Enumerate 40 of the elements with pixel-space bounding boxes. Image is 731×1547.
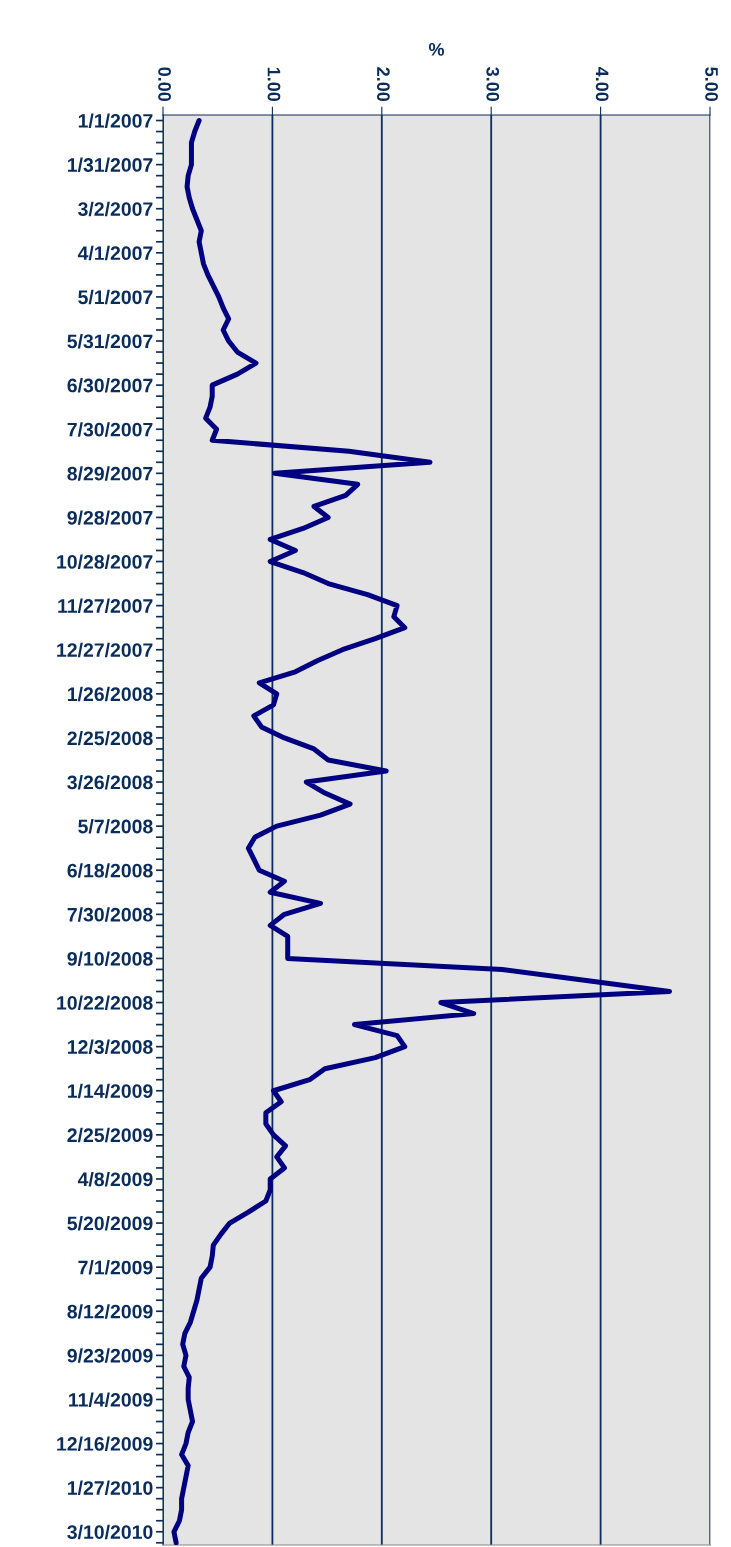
x-tick-label: 3.00 <box>486 67 500 102</box>
y-tick-label: 9/23/2009 <box>67 1348 153 1363</box>
x-tick-label: 2.00 <box>376 67 390 102</box>
y-tick-label: 5/7/2008 <box>78 819 153 834</box>
y-tick-label: 12/27/2007 <box>57 642 153 658</box>
y-tick-label: 6/30/2007 <box>67 378 153 393</box>
y-tick-label: 12/16/2009 <box>57 1436 153 1451</box>
y-tick-label: 11/27/2007 <box>58 598 153 614</box>
y-tick-label: 2/25/2009 <box>67 1127 153 1143</box>
x-tick-label: 5.00 <box>705 67 718 102</box>
y-tick-label: 3/2/2007 <box>78 201 153 217</box>
y-tick-label: 5/31/2007 <box>67 333 153 349</box>
y-tick-label: 1/31/2007 <box>68 157 153 173</box>
y-tick-label: 1/27/2010 <box>68 1480 153 1496</box>
y-tick-label: 7/30/2008 <box>67 907 153 922</box>
x-tick-label: 1.00 <box>267 67 281 102</box>
y-tick-label: 7/30/2007 <box>67 422 153 437</box>
x-tick-label: 4.00 <box>595 66 609 102</box>
y-tick-label: 2/25/2008 <box>67 730 153 746</box>
y-tick-label: 10/22/2008 <box>57 995 153 1010</box>
y-tick-label: 3/26/2008 <box>67 774 153 790</box>
y-tick-label: 9/10/2008 <box>67 951 153 966</box>
y-tick-label: 12/3/2008 <box>68 1039 153 1055</box>
y-tick-label: 6/18/2008 <box>67 863 153 878</box>
x-tick-label: 0.00 <box>158 67 171 102</box>
y-tick-label: 8/12/2009 <box>67 1304 153 1319</box>
y-tick-label: 11/4/2009 <box>69 1392 153 1407</box>
y-tick-label: 1/14/2009 <box>68 1083 153 1099</box>
y-tick-label: 10/28/2007 <box>57 554 153 569</box>
y-tick-label: 7/1/2009 <box>78 1260 153 1275</box>
y-tick-label: 1/26/2008 <box>68 686 153 702</box>
y-tick-label: 8/29/2007 <box>67 466 153 481</box>
y-tick-label: 5/1/2007 <box>78 289 153 305</box>
x-axis-title: % <box>428 42 445 56</box>
y-tick-label: 9/28/2007 <box>67 510 153 525</box>
y-tick-label: 1/1/2007 <box>78 113 153 128</box>
y-tick-label: 4/1/2007 <box>77 245 153 261</box>
y-tick-label: 4/8/2009 <box>77 1171 153 1187</box>
y-tick-label: 3/10/2010 <box>67 1524 153 1540</box>
y-tick-label: 5/20/2009 <box>67 1216 153 1231</box>
